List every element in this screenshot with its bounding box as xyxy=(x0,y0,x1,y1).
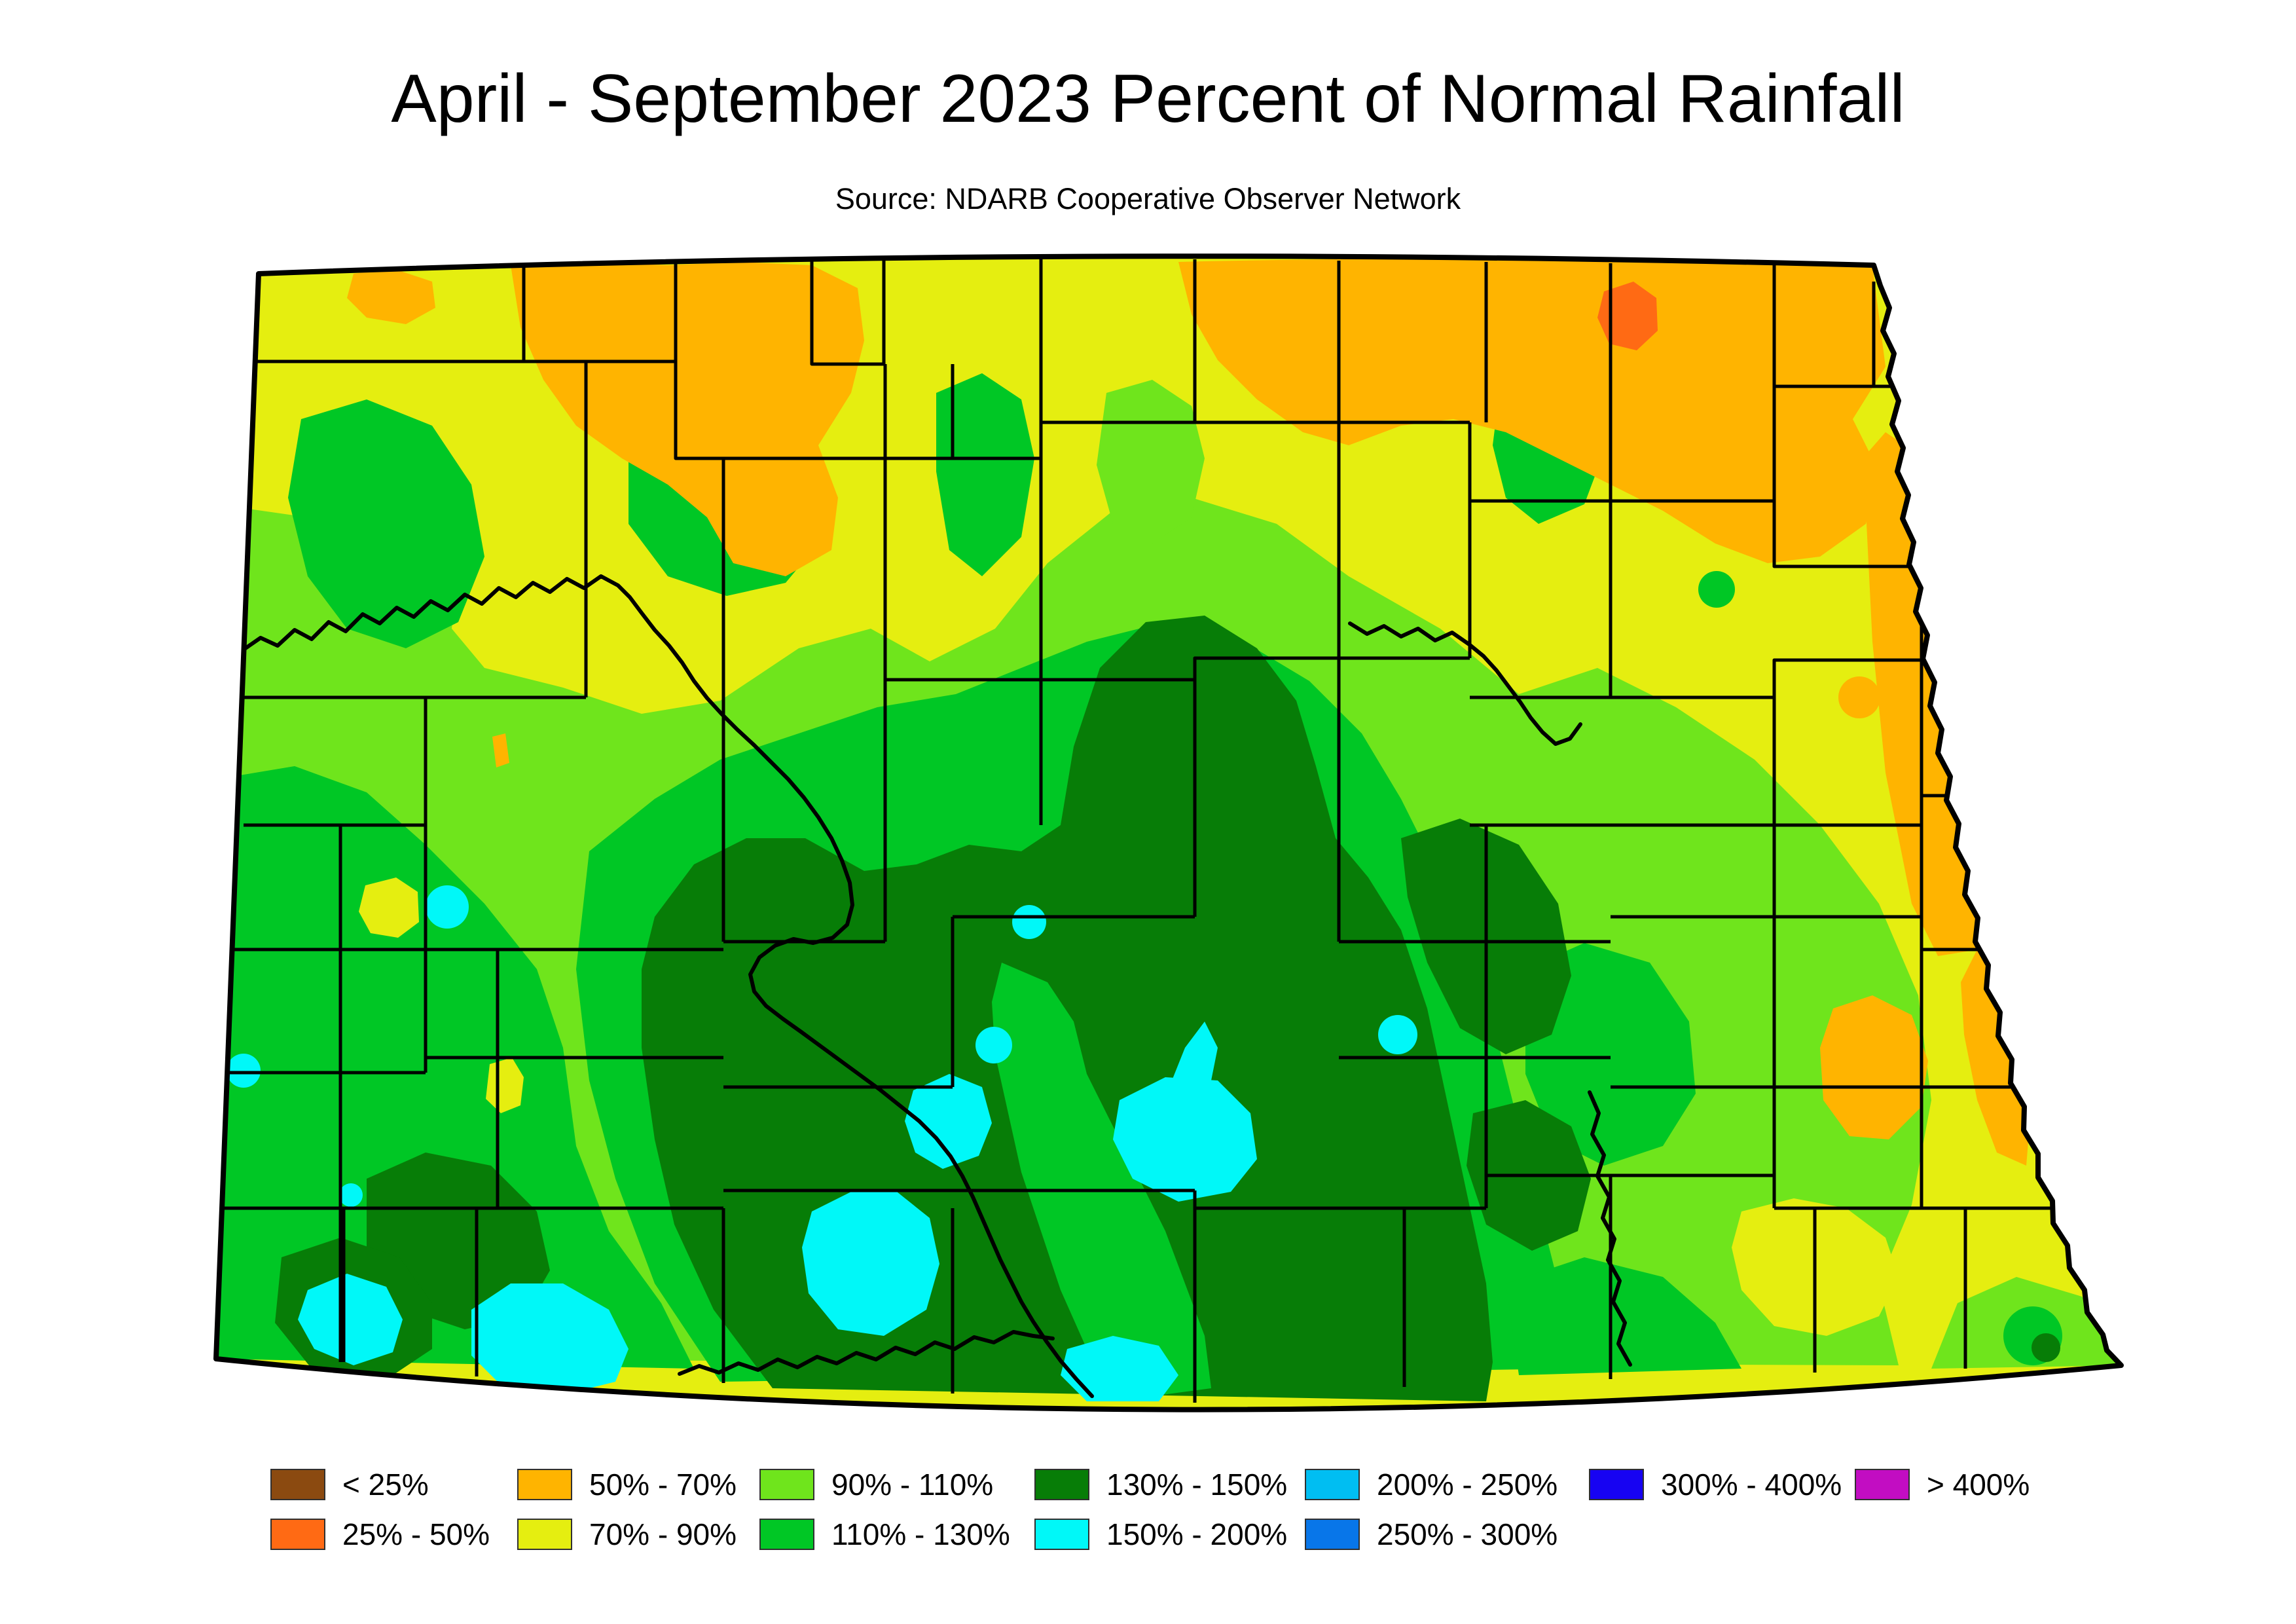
region-25-50-top xyxy=(1597,282,1658,350)
region-110-130-nw xyxy=(288,399,484,648)
james-river xyxy=(1588,1090,1632,1367)
region-150-200-dot1 xyxy=(1012,905,1046,939)
sheyenne-river xyxy=(1348,621,1582,746)
region-150-200-c3 xyxy=(975,1027,1012,1063)
region-110-130-east-patch xyxy=(1525,943,1696,1166)
region-50-70-north-east xyxy=(1178,259,1886,563)
region-50-70-east-blob xyxy=(1820,995,1928,1139)
county-boundaries xyxy=(223,258,2105,1403)
rainfall-contour-regions xyxy=(216,256,2121,1410)
page-subtitle: Source: NDARB Cooperative Observer Netwo… xyxy=(835,182,1461,215)
region-90-110-north-finger xyxy=(1097,380,1205,544)
cannonball-river xyxy=(678,1330,1055,1376)
region-110-130-se-low xyxy=(1506,1257,1741,1375)
missouri-river xyxy=(242,574,1094,1398)
region-110-130-river-corridor xyxy=(992,963,1211,1401)
region-25-50-east xyxy=(1976,632,2023,704)
region-130-150-corner-dot xyxy=(2032,1333,2060,1362)
region-70-90-pocket-w2 xyxy=(486,1058,524,1113)
region-150-200-sw2 xyxy=(298,1274,403,1365)
region-50-70-east-strip2 xyxy=(1961,950,2030,1166)
region-150-200-dot3 xyxy=(227,1054,261,1088)
region-150-200-dot2 xyxy=(426,885,469,929)
region-150-200-c2 xyxy=(905,1074,992,1169)
region-150-200-dot4 xyxy=(339,1183,363,1207)
region-50-70-north-west xyxy=(511,262,864,576)
region-110-130-top-center2 xyxy=(936,373,1034,576)
page-title: April - September 2023 Percent of Normal… xyxy=(391,61,1905,137)
region-150-200-c1 xyxy=(802,1192,939,1336)
region-110-130-dot xyxy=(1698,571,1735,608)
region-50-70-west-sliver xyxy=(492,733,509,767)
region-150-200-sw1 xyxy=(471,1283,629,1395)
region-50-70-nw-dot xyxy=(347,268,435,324)
region-150-200-e1-stem xyxy=(1172,1022,1218,1080)
rivers xyxy=(242,574,1632,1398)
region-150-200-e1 xyxy=(1113,1077,1257,1202)
state-border xyxy=(213,253,2124,1412)
region-110-130-sw xyxy=(216,766,694,1369)
region-150-200-dot5 xyxy=(1378,1015,1417,1054)
region-150-200-bottom xyxy=(1061,1336,1178,1401)
region-70-90-pocket-w1 xyxy=(359,877,419,938)
region-50-70-dot xyxy=(1838,676,1880,718)
